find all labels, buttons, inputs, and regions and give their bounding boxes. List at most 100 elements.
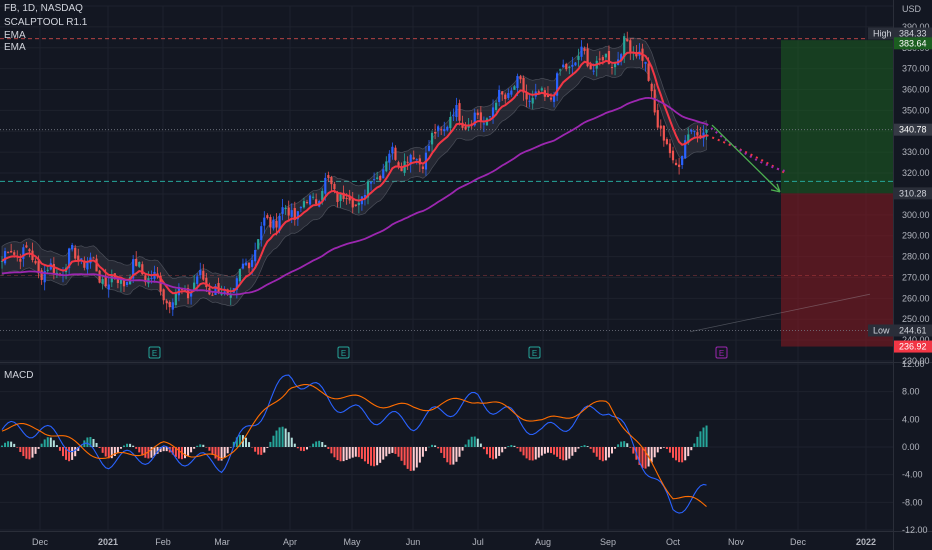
time-tick-label: 2021 (98, 537, 118, 547)
candle-body (598, 58, 601, 60)
candle-body (296, 211, 299, 220)
macd-histogram-bar (504, 447, 507, 449)
macd-histogram-bar (391, 447, 394, 453)
macd-histogram-bar (418, 447, 421, 463)
candle-body (491, 107, 495, 118)
macd-histogram-bar (25, 447, 28, 459)
macd-histogram-bar (4, 442, 7, 447)
candle-body (132, 259, 135, 279)
high-label-tag: High (873, 29, 892, 39)
candle-body (86, 261, 89, 270)
earnings-badge (715, 346, 728, 359)
candle-body (83, 260, 86, 268)
candle-body (46, 269, 49, 271)
risk-reward-zones (689, 40, 893, 347)
macd-legend[interactable]: MACD (4, 370, 33, 382)
macd-histogram-bar (129, 443, 132, 447)
macd-histogram-bar (589, 447, 592, 449)
candle-body (339, 194, 342, 202)
macd-label: MACD (4, 370, 34, 381)
macd-histogram-bar (592, 447, 595, 453)
candle-body (525, 92, 528, 100)
candle-body (369, 182, 373, 184)
candle-body (443, 129, 446, 132)
candle-body (235, 278, 238, 291)
macd-histogram-bar (232, 441, 235, 447)
candle-body (119, 279, 123, 284)
macd-histogram-bar (568, 447, 571, 459)
candle-body (501, 91, 504, 95)
macd-histogram-bar (306, 447, 308, 450)
candle-body (13, 252, 16, 255)
macd-histogram-bar (363, 447, 366, 462)
macd-histogram-bar (196, 445, 199, 447)
macd-histogram-bar (382, 447, 385, 460)
macd-histogram-bar (110, 447, 113, 459)
macd-histogram-bar (492, 447, 495, 460)
macd-histogram-bar (531, 447, 534, 461)
macd-histogram-bar (678, 447, 681, 463)
macd-histogram-bar (672, 447, 674, 458)
macd-histogram-bar (330, 447, 333, 454)
macd-histogram-bar (376, 447, 379, 466)
candle-body (452, 114, 455, 116)
candle-body (190, 291, 193, 297)
price-axis[interactable]: 390.00380.00370.00360.00350.00340.00330.… (902, 22, 930, 535)
macd-histogram-bar (31, 447, 34, 458)
candle-body (394, 147, 397, 160)
indicator-legend-ema-1[interactable]: EMA (4, 30, 26, 42)
indicator-legend-scalptool[interactable]: SCALPTOOL R1.1 (4, 17, 87, 29)
candle-body (205, 277, 208, 288)
candle-body (385, 161, 388, 172)
earnings-badge (148, 346, 161, 359)
candle-body (135, 258, 138, 266)
time-tick-label: Aug (535, 537, 551, 547)
candle-body (324, 177, 327, 194)
macd-histogram-bar (52, 440, 55, 447)
indicator-legend-ema-2[interactable]: EMA (4, 42, 26, 54)
candle-body (400, 167, 403, 172)
candle-body (510, 90, 513, 95)
macd-histogram-bar (101, 447, 104, 453)
candle-body (284, 207, 287, 210)
candle-body (684, 140, 687, 159)
macd-histogram-bar (397, 447, 400, 457)
stop-zone (781, 193, 893, 347)
macd-histogram-bar (16, 447, 19, 448)
macd-histogram-bar (495, 447, 498, 459)
macd-histogram-bar (165, 447, 168, 452)
symbol-legend[interactable]: FB, 1D, NASDAQ (4, 3, 83, 15)
macd-histogram-bar (223, 447, 226, 458)
candle-body (22, 247, 25, 259)
low-value-tag-bg (894, 324, 932, 337)
macd-histogram-bar (315, 441, 318, 447)
macd-histogram-bar (516, 447, 519, 449)
macd-histogram-bar (598, 447, 601, 460)
candle-body (476, 112, 479, 116)
candle-body (244, 262, 248, 266)
macd-histogram-bar (296, 447, 299, 449)
time-tick-label: Jul (472, 537, 484, 547)
macd-histogram-bar (46, 437, 49, 447)
macd-histogram-bar (461, 447, 464, 451)
arrow-head (770, 183, 781, 193)
candle-body (34, 260, 37, 264)
high-value-tag-bg (894, 27, 932, 40)
macd-histogram-bar (522, 447, 525, 456)
candle-body (464, 126, 467, 130)
macd-histogram-bar (412, 447, 415, 471)
candle-body (0, 260, 4, 262)
time-axis[interactable]: Dec 2021 Feb Mar Apr May Jun Jul Aug Sep Oct Nov Dec… (32, 537, 876, 547)
candle-body (690, 129, 693, 132)
candle-body (263, 217, 266, 226)
candle-body (214, 285, 217, 295)
macd-histogram-bar (312, 443, 315, 447)
macd-histogram-bar (431, 444, 434, 447)
macd-histogram-bar (473, 436, 476, 447)
candle-body (141, 264, 144, 275)
candle-body (531, 97, 534, 104)
candle-body (278, 215, 281, 231)
macd-histogram-bar (437, 447, 440, 449)
